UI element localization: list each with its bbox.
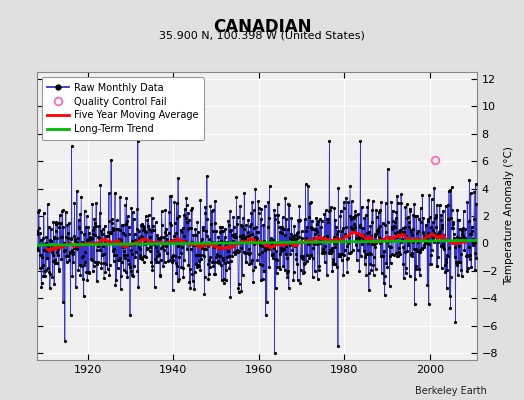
- Legend: Raw Monthly Data, Quality Control Fail, Five Year Moving Average, Long-Term Tren: Raw Monthly Data, Quality Control Fail, …: [41, 77, 204, 140]
- Text: 35.900 N, 100.398 W (United States): 35.900 N, 100.398 W (United States): [159, 30, 365, 40]
- Text: CANADIAN: CANADIAN: [213, 18, 311, 36]
- Text: Berkeley Earth: Berkeley Earth: [416, 386, 487, 396]
- Y-axis label: Temperature Anomaly (°C): Temperature Anomaly (°C): [504, 146, 514, 286]
